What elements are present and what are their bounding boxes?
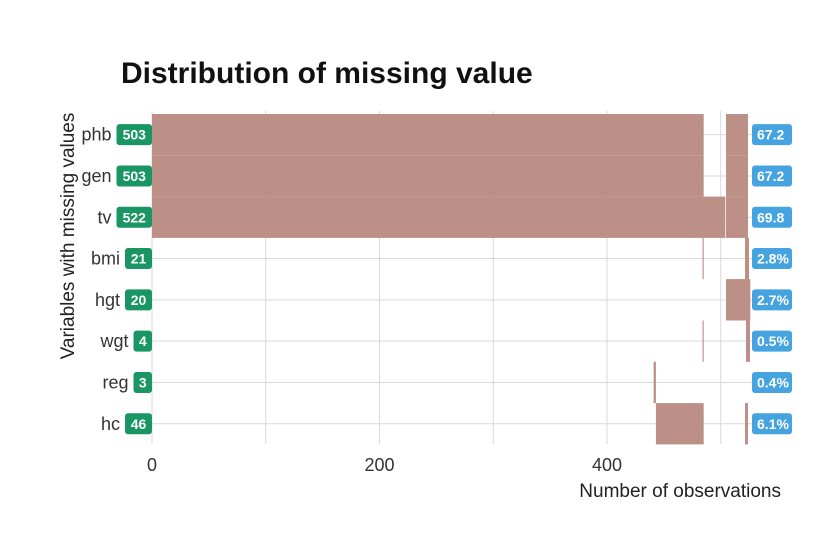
count-badge-hgt bbox=[125, 289, 152, 311]
percent-label: 67.2 bbox=[757, 127, 784, 143]
count-label: 503 bbox=[123, 127, 147, 143]
count-label: 3 bbox=[139, 374, 147, 390]
y-tick-label: gen bbox=[81, 166, 111, 186]
percent-bars bbox=[726, 114, 750, 445]
percent-label: 2.7% bbox=[757, 292, 789, 308]
bar-wgt bbox=[702, 320, 704, 362]
x-tick-label: 200 bbox=[364, 455, 394, 475]
count-label: 46 bbox=[131, 416, 147, 432]
chart-title: Distribution of missing value bbox=[121, 57, 533, 90]
bars bbox=[152, 114, 751, 445]
percent-bar-gen bbox=[726, 155, 748, 197]
count-badge-hc bbox=[125, 413, 152, 435]
y-tick-label: hgt bbox=[95, 290, 120, 310]
x-tick-labels: 0 200 400 bbox=[147, 455, 622, 475]
y-tick-label: tv bbox=[97, 207, 111, 227]
bar-phb bbox=[152, 114, 704, 156]
percent-badge-tv bbox=[752, 206, 792, 228]
bar-reg bbox=[653, 361, 656, 404]
y-tick-label: bmi bbox=[91, 249, 120, 269]
count-badge-gen bbox=[116, 165, 152, 187]
count-label: 20 bbox=[131, 292, 147, 308]
percent-label: 2.8% bbox=[757, 251, 789, 267]
count-badge-bmi bbox=[125, 248, 152, 270]
percent-badge-phb bbox=[752, 124, 792, 146]
y-axis-label: Variables with missing values bbox=[58, 113, 79, 360]
percent-label: 69.8 bbox=[757, 209, 784, 225]
percent-badges: 67.2 67.2 69.8 2.8% 2.7% 0.5% 0.4% 6.1% bbox=[752, 124, 792, 435]
percent-bar-tv bbox=[726, 196, 748, 238]
percent-badge-gen bbox=[752, 165, 792, 187]
count-badges: 503 503 522 21 20 4 3 46 bbox=[116, 124, 152, 435]
y-tick-label: hc bbox=[101, 414, 120, 434]
x-tick-label: 0 bbox=[147, 455, 157, 475]
percent-label: 0.4% bbox=[757, 374, 789, 390]
percent-badge-wgt bbox=[752, 330, 792, 352]
y-tick-label: reg bbox=[102, 372, 128, 392]
percent-bar-bmi bbox=[745, 237, 749, 280]
count-label: 21 bbox=[131, 251, 147, 267]
percent-bar-phb bbox=[726, 114, 748, 156]
count-badge-wgt bbox=[133, 330, 152, 352]
y-tick-label: phb bbox=[81, 125, 111, 145]
count-badge-tv bbox=[116, 206, 152, 228]
percent-label: 0.5% bbox=[757, 333, 789, 349]
percent-label: 67.2 bbox=[757, 168, 784, 184]
percent-badge-hgt bbox=[752, 289, 792, 311]
percent-badge-reg bbox=[752, 371, 792, 393]
count-badge-reg bbox=[133, 371, 152, 393]
x-tick-label: 400 bbox=[592, 455, 622, 475]
bar-gen bbox=[152, 155, 704, 197]
percent-bar-wgt bbox=[746, 320, 750, 362]
bar-hc bbox=[655, 403, 704, 445]
x-axis-label: Number of observations bbox=[579, 481, 781, 502]
bar-bmi bbox=[702, 237, 704, 280]
percent-label: 6.1% bbox=[757, 416, 789, 432]
count-label: 4 bbox=[139, 333, 147, 349]
bar-tv bbox=[152, 196, 726, 238]
count-badge-phb bbox=[116, 124, 152, 146]
count-label: 522 bbox=[123, 209, 147, 225]
percent-bar-hc bbox=[745, 403, 748, 445]
count-label: 503 bbox=[123, 168, 147, 184]
y-tick-labels: phb gen tv bmi hgt wgt reg hc bbox=[81, 125, 128, 434]
y-tick-label: wgt bbox=[99, 331, 128, 351]
percent-badge-hc bbox=[752, 413, 792, 435]
percent-badge-bmi bbox=[752, 248, 792, 270]
percent-bar-hgt bbox=[726, 279, 748, 321]
